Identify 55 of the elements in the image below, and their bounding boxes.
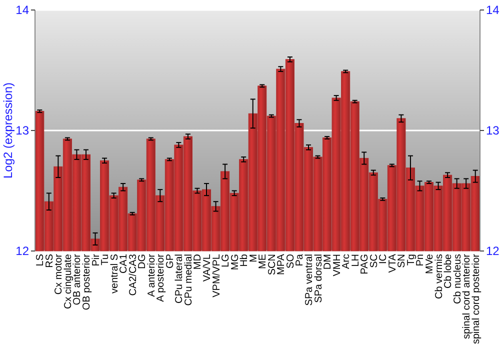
x-tick-label: SO [285,254,296,268]
x-tick-label: CPu lateral [174,254,186,304]
y-tick-label: 14 [16,3,30,18]
x-tick-label: SPa ventral [304,254,315,306]
x-tick-label: RS [44,254,56,268]
x-tick-label: Cb nucleus [452,254,464,304]
x-tick-label: Pir [90,253,102,266]
x-tick-label: Cb vermis [434,254,445,300]
x-tick-label: ME [258,254,269,269]
y2-tick-label: 13 [486,124,500,138]
x-tick-label: MG [230,254,241,270]
x-tick-label: Pa [294,254,306,266]
x-tick-label: ventral S [109,254,120,294]
x-tick-label: Arc [341,254,352,269]
x-tick-label: OB anterior [72,253,84,306]
x-tick-label: GP [164,254,176,268]
x-tick-label: DM [322,254,334,270]
x-tick-label: M [248,254,260,262]
x-tick-label: A anterior [146,253,158,297]
x-tick-label: Cb lobe [443,254,454,288]
x-tick-label: LS [35,254,46,266]
y2-tick-label: 14 [486,3,500,18]
x-tick-label: VA/VL [202,254,214,282]
x-tick-label: IC [378,254,390,264]
x-tick-label: MPA [276,254,288,275]
y-tick-label: 13 [16,124,30,138]
x-tick-label: CA1 [118,254,130,274]
y-tick-label: 12 [16,244,30,258]
x-tick-label: spinal cord posterior [470,253,482,344]
x-tick-label: spinal cord anterior [462,253,473,340]
x-tick-label: LH [350,254,362,267]
x-tick-label: Tu [100,254,112,266]
y2-tick-label: 12 [486,244,500,258]
x-tick-label: OB posterior [81,253,92,310]
x-tick-label: VTA [387,254,398,273]
x-tick-label: CPu medial [183,254,194,306]
x-tick-label: SPa dorsal [313,254,324,303]
x-tick-label: A posterior [156,253,167,302]
x-tick-label: PAG [360,254,371,274]
x-tick-label: SN [396,254,408,268]
x-tick-label: Cx motor [54,253,65,295]
x-tick-label: Cx cingulate [62,254,74,310]
x-tick-label: MVe [424,254,436,274]
x-tick-label: VPM/VPL [211,254,222,298]
x-tick-label: CA2/CA3 [128,254,139,296]
y-axis-title: Log2 (expression) [1,82,16,179]
x-tick-label: SCN [266,254,278,276]
x-tick-label: Tg [406,254,417,266]
x-tick-label: LG [220,254,232,268]
x-tick-label: DG [137,254,148,269]
x-tick-label: SC [368,254,380,268]
x-tick-label: MD [192,254,204,270]
x-tick-label: Pn [415,254,426,266]
x-tick-label: VMH [332,254,343,276]
x-tick-label: Hb [239,254,250,267]
